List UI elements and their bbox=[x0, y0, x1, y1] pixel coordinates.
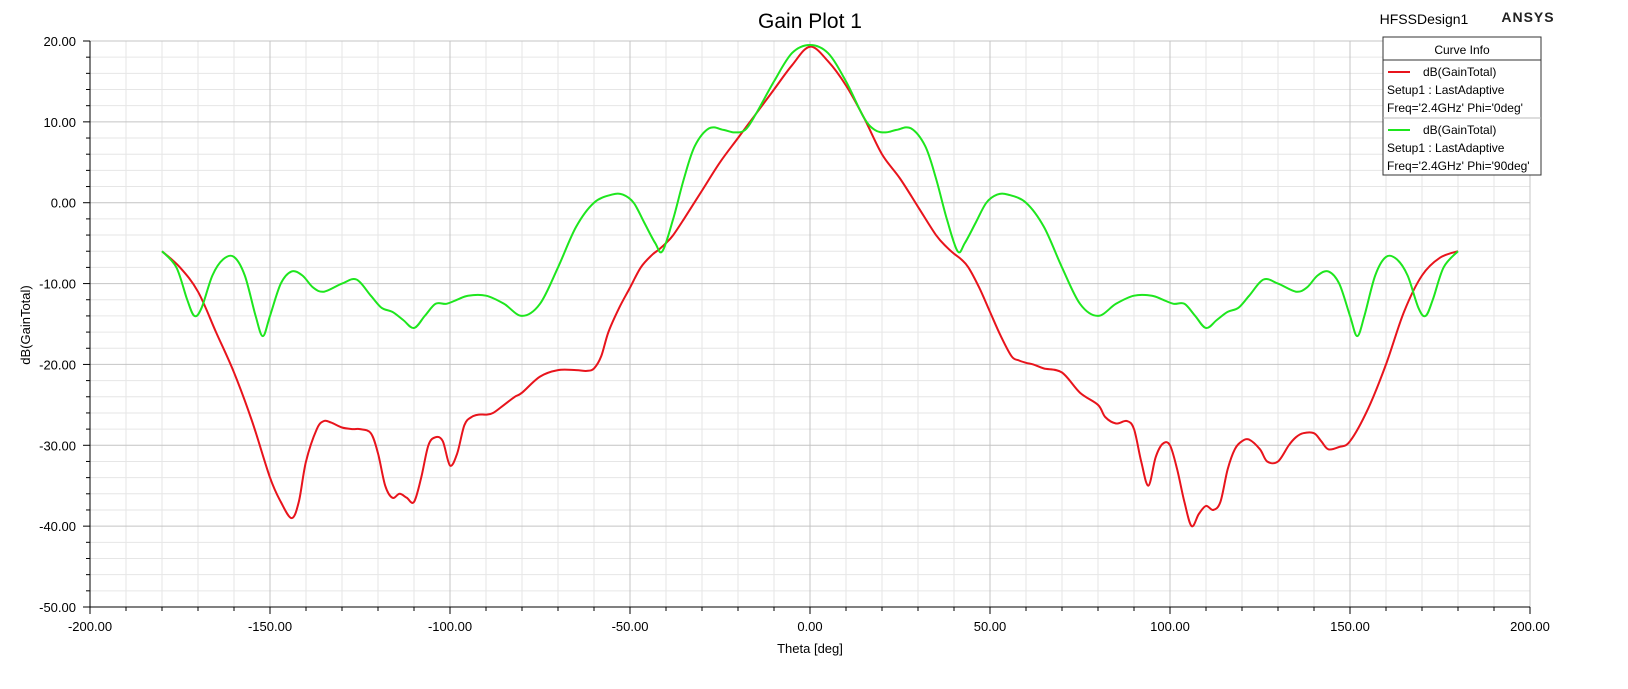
x-tick-label: 100.00 bbox=[1150, 619, 1190, 634]
y-tick-label: -50.00 bbox=[39, 600, 76, 615]
chart-title: Gain Plot 1 bbox=[758, 10, 862, 33]
y-tick-label: 20.00 bbox=[43, 34, 76, 49]
ansys-logo: ANSYS bbox=[1501, 9, 1554, 25]
legend-entry-phi0-name: dB(GainTotal) bbox=[1423, 65, 1496, 79]
x-tick-label: -200.00 bbox=[68, 619, 112, 634]
y-tick-label: -20.00 bbox=[39, 357, 76, 372]
y-tick-label: 0.00 bbox=[51, 196, 76, 211]
x-tick-label: -150.00 bbox=[248, 619, 292, 634]
x-tick-label: -50.00 bbox=[612, 619, 649, 634]
x-tick-label: -100.00 bbox=[428, 619, 472, 634]
legend-box[interactable]: Curve Info dB(GainTotal) Setup1 : LastAd… bbox=[1382, 36, 1542, 176]
legend-title: Curve Info bbox=[1434, 43, 1490, 57]
legend-entry-phi0-setup: Setup1 : LastAdaptive bbox=[1387, 83, 1505, 97]
legend-entry-phi90-freq: Freq='2.4GHz' Phi='90deg' bbox=[1387, 159, 1530, 173]
legend-entry-phi0-freq: Freq='2.4GHz' Phi='0deg' bbox=[1387, 101, 1523, 115]
x-axis-label: Theta [deg] bbox=[777, 641, 843, 656]
x-tick-label: 0.00 bbox=[797, 619, 822, 634]
y-tick-label: -40.00 bbox=[39, 519, 76, 534]
series-line-phi90 bbox=[161, 44, 1459, 338]
y-tick-label: -10.00 bbox=[39, 277, 76, 292]
design-name: HFSSDesign1 bbox=[1380, 11, 1469, 27]
x-tick-label: 50.00 bbox=[974, 619, 1007, 634]
axes: -200.00 -150.00 -100.00 -50.00 0.00 50.00 100.… bbox=[39, 34, 1550, 634]
y-tick-label: 10.00 bbox=[43, 115, 76, 130]
series-line-phi0 bbox=[161, 45, 1459, 528]
y-tick-label: -30.00 bbox=[39, 438, 76, 453]
x-tick-label: 150.00 bbox=[1330, 619, 1370, 634]
series-lines bbox=[161, 44, 1459, 528]
x-tick-label: 200.00 bbox=[1510, 619, 1550, 634]
y-axis-label: dB(GainTotal) bbox=[18, 285, 33, 364]
legend-entry-phi90-name: dB(GainTotal) bbox=[1423, 123, 1496, 137]
legend-entry-phi90-setup: Setup1 : LastAdaptive bbox=[1387, 141, 1505, 155]
